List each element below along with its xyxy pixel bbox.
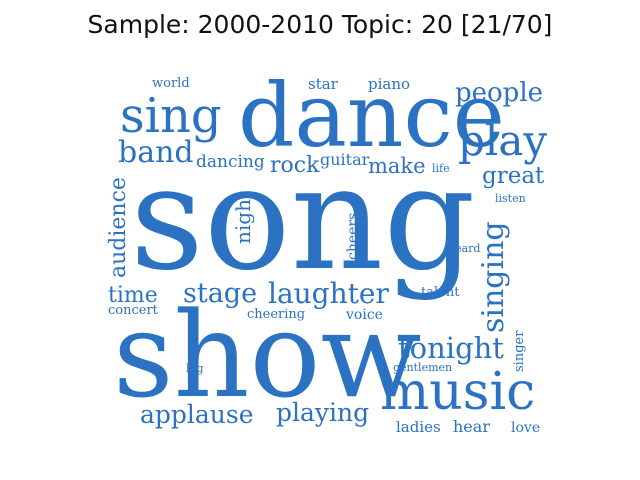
word-listen: listen bbox=[495, 192, 526, 205]
word-life: life bbox=[432, 162, 450, 175]
word-heard: heard bbox=[448, 242, 481, 255]
word-hear: hear bbox=[453, 417, 490, 436]
word-rock: rock bbox=[270, 153, 320, 178]
word-band: band bbox=[118, 135, 194, 170]
word-dance: dance bbox=[238, 64, 505, 167]
word-music: music bbox=[380, 362, 536, 422]
word-talent: talent bbox=[421, 285, 460, 300]
word-sing: sing bbox=[120, 88, 222, 144]
word-cheers: cheers bbox=[345, 212, 361, 260]
word-gentlemen: gentlemen bbox=[393, 361, 453, 374]
word-time: time bbox=[108, 283, 158, 308]
word-playing: playing bbox=[276, 398, 370, 427]
word-audience: audience bbox=[106, 177, 131, 278]
word-cheering: cheering bbox=[247, 307, 306, 322]
word-singing: singing bbox=[476, 221, 511, 333]
word-voice: voice bbox=[346, 307, 383, 323]
word-ladies: ladies bbox=[396, 418, 441, 436]
word-show: show bbox=[113, 286, 422, 424]
word-laughter: laughter bbox=[268, 277, 389, 310]
word-love: love bbox=[511, 420, 541, 436]
word-big: big bbox=[186, 362, 204, 375]
word-play: play bbox=[458, 116, 548, 165]
word-people: people bbox=[455, 78, 544, 108]
figure-title: Sample: 2000-2010 Topic: 20 [21/70] bbox=[87, 10, 553, 39]
word-song: song bbox=[130, 134, 476, 302]
word-tonight: tonight bbox=[398, 331, 504, 365]
word-stage: stage bbox=[183, 278, 258, 309]
word-star: star bbox=[308, 75, 338, 93]
word-concert: concert bbox=[108, 303, 158, 318]
word-applause: applause bbox=[140, 400, 254, 429]
word-piano: piano bbox=[368, 75, 411, 93]
word-guitar: guitar bbox=[320, 150, 370, 169]
word-night: night bbox=[231, 191, 255, 244]
word-make: make bbox=[368, 154, 426, 178]
word-great: great bbox=[482, 163, 545, 189]
word-world: world bbox=[152, 76, 190, 91]
word-dancing: dancing bbox=[196, 152, 265, 172]
word-singer: singer bbox=[512, 330, 527, 372]
